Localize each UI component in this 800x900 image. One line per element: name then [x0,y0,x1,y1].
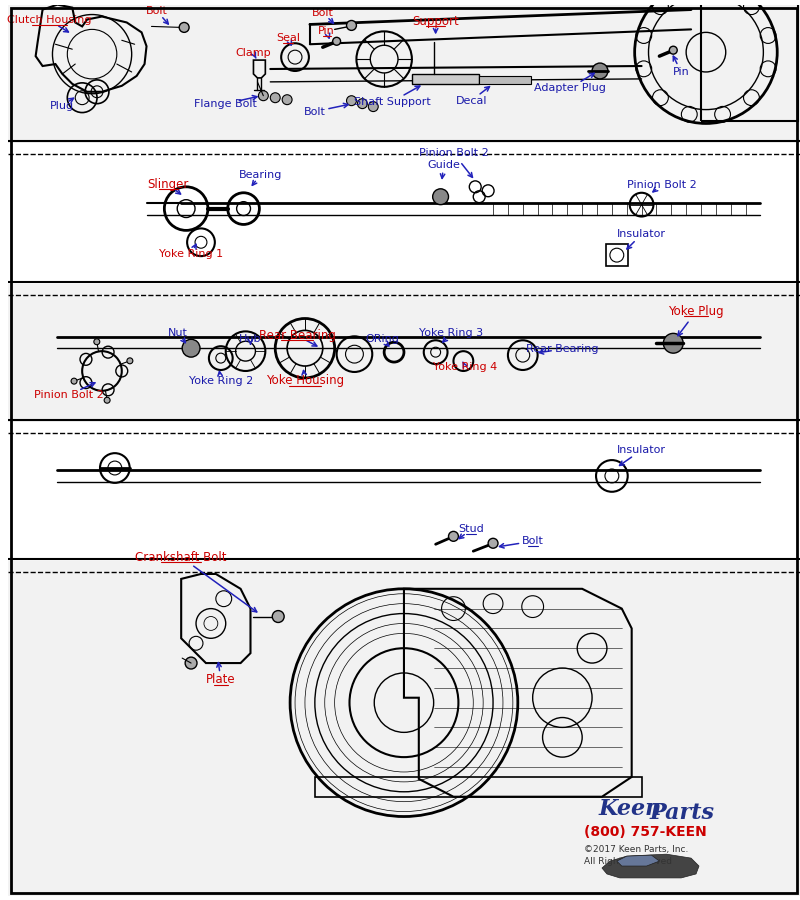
Text: Insulator: Insulator [617,446,666,455]
Circle shape [272,610,284,623]
Circle shape [346,21,357,31]
Bar [8,561,800,896]
Text: Parts: Parts [650,802,714,824]
Bar [8,143,800,284]
Circle shape [346,95,357,105]
Text: Shaft Support: Shaft Support [354,96,430,107]
Text: Stud: Stud [458,525,484,535]
Text: Yoke Plug: Yoke Plug [668,305,724,318]
Text: Bolt: Bolt [522,536,544,546]
Text: Keen: Keen [598,797,662,820]
Text: Bearing: Bearing [238,170,282,180]
Bar [479,76,530,84]
Circle shape [104,397,110,403]
Text: Pinion Bolt 2: Pinion Bolt 2 [418,148,488,158]
Circle shape [258,91,268,101]
Circle shape [358,99,367,109]
Text: Yoke Ring 3: Yoke Ring 3 [419,328,483,338]
Text: Seal: Seal [276,33,300,43]
Circle shape [282,94,292,104]
Text: Plate: Plate [206,673,235,687]
Text: Rear Bearing: Rear Bearing [526,344,598,355]
Text: All Rights Reserved: All Rights Reserved [584,857,672,866]
Bar [8,284,800,422]
Text: Pinion Bolt 2: Pinion Bolt 2 [626,180,696,190]
Text: Crankshaft Bolt: Crankshaft Bolt [135,551,227,563]
Text: Pin: Pin [673,67,690,77]
Text: Clamp: Clamp [236,49,271,58]
Circle shape [592,63,608,79]
Polygon shape [617,855,659,866]
Text: Pin: Pin [318,26,335,36]
Text: Rear Bearing: Rear Bearing [258,328,335,342]
Text: Plug: Plug [50,101,74,111]
Bar [701,0,798,122]
Circle shape [333,37,341,45]
Text: Flange Bolt: Flange Bolt [194,99,257,109]
Text: Guide: Guide [427,160,460,170]
Text: Bolt: Bolt [304,106,326,117]
Circle shape [663,333,683,353]
Text: Bolt: Bolt [312,7,334,18]
Bar [8,422,800,561]
Bar [606,244,628,266]
Circle shape [71,378,77,384]
Circle shape [368,102,378,112]
Circle shape [94,338,100,345]
Text: Clutch Housing: Clutch Housing [7,15,92,25]
Text: Decal: Decal [455,95,487,105]
Text: ©2017 Keen Parts, Inc.: ©2017 Keen Parts, Inc. [584,845,689,854]
Text: Slinger: Slinger [148,178,189,192]
Circle shape [488,538,498,548]
Circle shape [127,358,133,364]
Circle shape [449,531,458,541]
Text: Yoke Ring 4: Yoke Ring 4 [434,362,498,372]
Text: ORing: ORing [366,334,399,345]
Circle shape [270,93,280,103]
Circle shape [179,22,189,32]
Circle shape [433,189,449,204]
Text: Nut: Nut [168,328,188,338]
Text: Insulator: Insulator [617,230,666,239]
Circle shape [185,657,197,669]
Bar [412,74,479,84]
Text: Support: Support [412,15,459,28]
Bar [315,777,642,797]
Text: Yoke Housing: Yoke Housing [266,374,344,387]
Bar [8,4,800,143]
Circle shape [670,46,678,54]
Text: (800) 757-KEEN: (800) 757-KEEN [584,825,707,840]
Text: Yoke Ring 2: Yoke Ring 2 [189,376,253,386]
Circle shape [182,339,200,357]
Text: Hub: Hub [239,334,262,345]
Text: Pinion Bolt 2: Pinion Bolt 2 [34,390,104,400]
Text: Adapter Plug: Adapter Plug [534,83,606,93]
Polygon shape [602,854,699,877]
Text: Yoke Ring 1: Yoke Ring 1 [159,249,223,259]
Text: Bolt: Bolt [146,5,167,15]
